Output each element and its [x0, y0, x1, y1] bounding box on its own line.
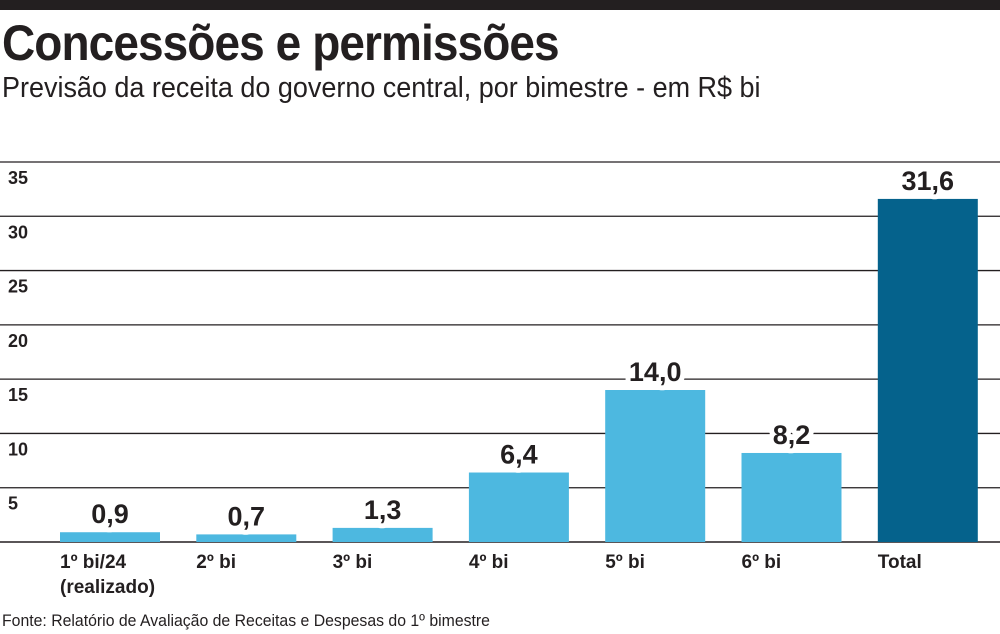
top-rule [0, 0, 1000, 10]
chart-title: Concessões e permissões [2, 15, 560, 71]
chart-subtitle: Previsão da receita do governo central, … [2, 72, 761, 104]
x-category-label: (realizado) [60, 577, 155, 598]
bar-value-label: 31,6 [902, 166, 955, 196]
x-category-label: 5º bi [605, 552, 645, 573]
bar-value-label: 6,4 [500, 440, 538, 470]
bar [196, 534, 297, 542]
y-tick-label: 30 [8, 222, 28, 242]
bar [741, 452, 842, 542]
x-category-label: 1º bi/24 [60, 552, 127, 573]
bar-value-label: 1,3 [364, 495, 402, 525]
bar-value-label: 0,7 [228, 501, 266, 531]
x-category-label: 3º bi [333, 552, 373, 573]
x-category-label: Total [878, 552, 922, 573]
source-note: Fonte: Relatório de Avaliação de Receita… [2, 611, 490, 630]
bar [468, 472, 569, 542]
bar-chart: 5 10 15 20 25 30 35 0,9 1º bi/24 (realizado) 0,7 2º… [0, 161, 1000, 598]
y-tick-label: 20 [8, 331, 28, 351]
gridlines [0, 161, 1000, 543]
bar [332, 527, 433, 542]
y-tick-label: 15 [8, 385, 28, 405]
y-tick-label: 10 [8, 439, 28, 459]
bar [60, 532, 160, 542]
x-category-label: 4º bi [469, 552, 509, 573]
x-category-label: 6º bi [742, 552, 782, 573]
y-tick-label: 35 [8, 168, 28, 188]
x-category-label: 2º bi [196, 552, 236, 573]
bar-value-label: 14,0 [629, 357, 682, 387]
bar-value-label: 0,9 [91, 499, 129, 529]
y-tick-label: 5 [8, 494, 18, 514]
bar-total [877, 198, 978, 542]
labels: 5 10 15 20 25 30 35 0,9 1º bi/24 (realizado) 0,7 2º… [8, 161, 959, 598]
bar-value-label: 8,2 [773, 420, 811, 450]
bar [605, 390, 706, 542]
y-tick-label: 25 [8, 277, 28, 297]
bars [60, 198, 978, 542]
